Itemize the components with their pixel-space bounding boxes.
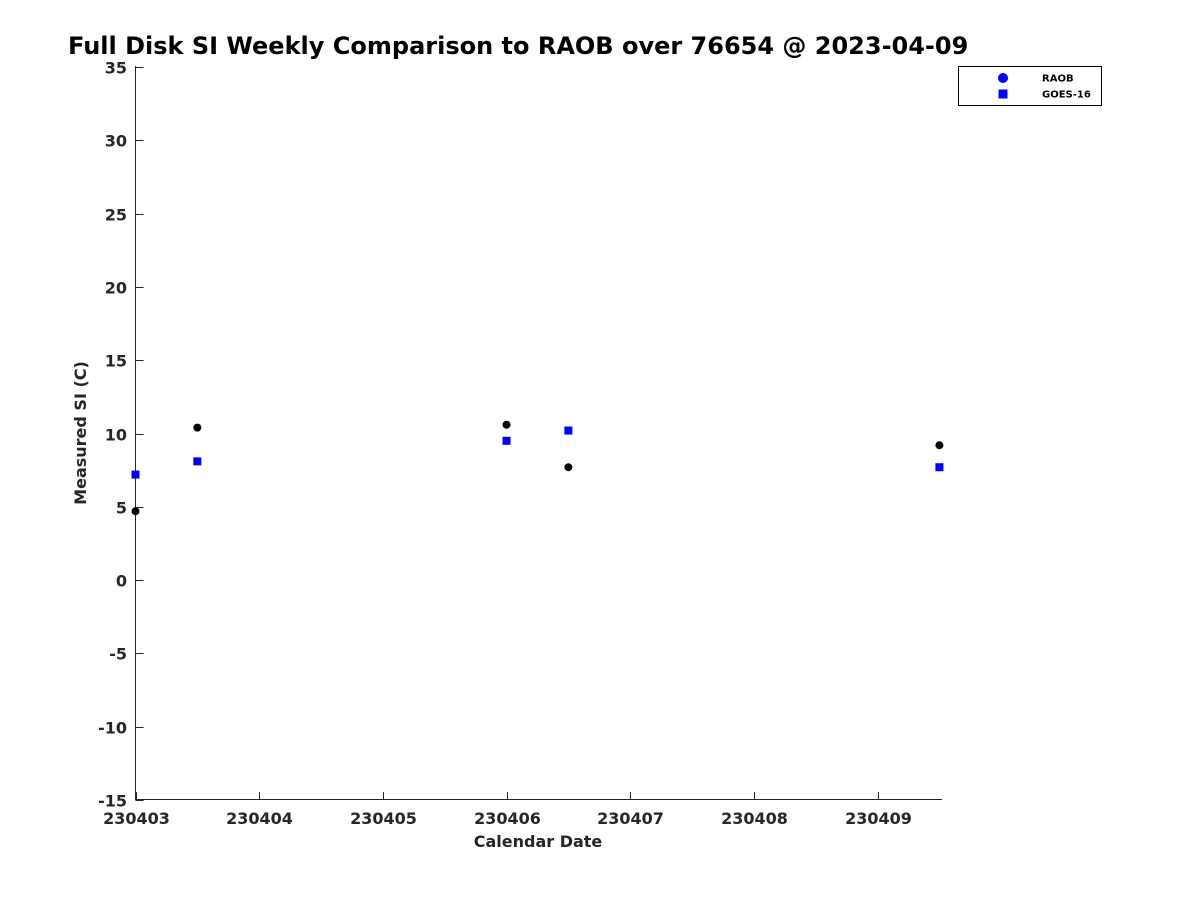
- y-tick-label: 10: [105, 426, 127, 445]
- x-axis-ticks: 230403 230404 230405 230406 230407 230408 2304…: [103, 792, 912, 828]
- data-point-raob: [131, 507, 140, 516]
- data-point-raob: [935, 441, 944, 450]
- y-tick-label: -10: [98, 719, 127, 738]
- x-axis-label: Calendar Date: [474, 832, 603, 851]
- y-tick-label: 20: [105, 279, 127, 298]
- data-point-goes-16: [193, 457, 202, 466]
- x-tick-label: 230408: [721, 809, 788, 828]
- y-tick-label: 25: [105, 206, 127, 225]
- x-tick-label: 230407: [597, 809, 664, 828]
- x-tick-label: 230405: [350, 809, 417, 828]
- legend-label-raob: RAOB: [1042, 74, 1074, 85]
- data-point-goes-16: [131, 470, 140, 479]
- y-tick-label: 15: [105, 352, 127, 371]
- y-axis-ticks: 35 30 25 20 15 10 5 0 -5 -10 -15: [98, 59, 144, 811]
- y-tick-label: 0: [116, 572, 127, 591]
- y-tick-label: 5: [116, 499, 127, 518]
- y-tick-label: 30: [105, 132, 127, 151]
- x-tick-label: 230403: [103, 809, 170, 828]
- x-tick-label: 230409: [845, 809, 912, 828]
- data-point-goes-16: [502, 436, 511, 445]
- plot-area: [135, 66, 942, 800]
- data-point-raob: [564, 463, 573, 472]
- y-tick-label: 35: [105, 59, 127, 78]
- data-point-raob: [193, 423, 202, 432]
- legend: RAOB GOES-16: [958, 66, 1102, 106]
- series-goes-16: [131, 426, 944, 479]
- series-raob: [131, 420, 944, 516]
- y-axis-label: Measured SI (C): [71, 361, 90, 505]
- legend-marker-goes-16: [998, 89, 1008, 99]
- series-layer: [131, 420, 944, 516]
- x-tick-label: 230406: [474, 809, 541, 828]
- data-point-goes-16: [935, 463, 944, 472]
- y-tick-label: -5: [109, 645, 127, 664]
- chart-title: Full Disk SI Weekly Comparison to RAOB o…: [68, 32, 968, 60]
- legend-box: [958, 66, 1102, 106]
- legend-marker-raob: [998, 73, 1008, 83]
- data-point-raob: [502, 420, 511, 429]
- legend-label-goes-16: GOES-16: [1042, 90, 1091, 101]
- x-tick-label: 230404: [226, 809, 293, 828]
- y-tick-label: -15: [98, 792, 127, 811]
- data-point-goes-16: [564, 426, 573, 435]
